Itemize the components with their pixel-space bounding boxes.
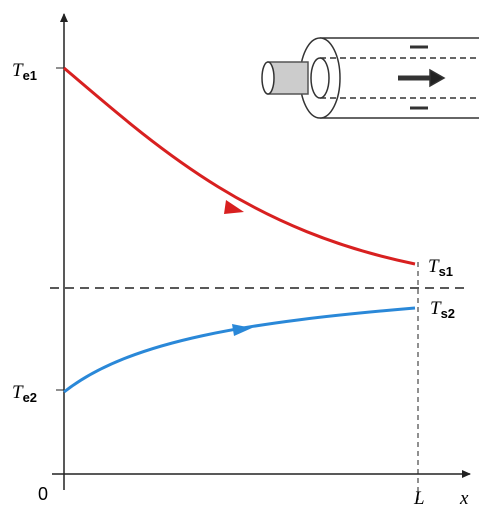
label-ts1: Ts1	[428, 256, 453, 279]
label-te1: Te1	[12, 60, 37, 83]
origin-label: 0	[38, 484, 48, 504]
pipe-illustration	[262, 38, 479, 118]
x-label: x	[459, 488, 469, 509]
hot-arrow	[224, 200, 244, 214]
cold-curve	[64, 308, 415, 392]
label-ts2: Ts2	[430, 298, 455, 321]
L-label: L	[413, 488, 425, 509]
diagram: Te1 Ts1 Ts2 Te2 0 L x	[0, 0, 479, 512]
label-te2: Te2	[12, 382, 37, 405]
